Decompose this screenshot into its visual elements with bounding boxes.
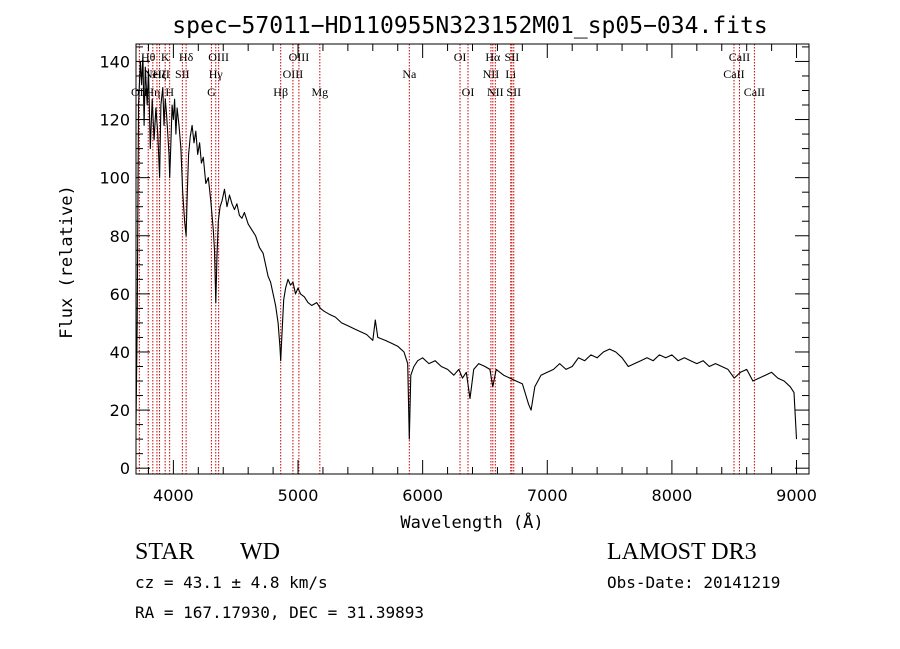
y-axis-label: Flux (relative) [57, 185, 77, 339]
plot-frame [135, 43, 810, 475]
line-marker-label: SII [505, 50, 520, 64]
y-tick-label: 60 [110, 285, 130, 304]
line-marker-label: OIII [283, 67, 304, 81]
x-tick-label: 5000 [278, 486, 319, 505]
line-marker-label: SII [506, 85, 521, 99]
y-tick-label: 80 [110, 227, 130, 246]
line-marker-label: CaII [744, 85, 765, 99]
y-tick-label: 0 [120, 459, 130, 478]
line-marker-label: OI [454, 50, 467, 64]
line-marker-label: OIII [208, 50, 229, 64]
x-tick-label: 6000 [402, 486, 443, 505]
line-marker-label: NeIII [144, 67, 170, 81]
line-markers [138, 44, 755, 474]
x-tick-label: 7000 [527, 486, 568, 505]
line-marker-label: Hδ [179, 50, 194, 64]
chart-title: spec−57011−HD110955N323152M01_sp05−034.f… [172, 13, 767, 39]
y-tick-label: 40 [110, 343, 130, 362]
object-subclass: WD [240, 539, 280, 565]
line-marker-label: Hβ [273, 85, 288, 99]
y-tick-label: 140 [99, 52, 130, 71]
line-marker-label: NII [487, 85, 504, 99]
flux-line [135, 55, 798, 440]
x-axis-label: Wavelength (Å) [400, 511, 543, 533]
line-marker-label: Hα [485, 50, 501, 64]
x-tick-label: 4000 [153, 486, 194, 505]
axis-ticks [136, 44, 809, 474]
y-tick-label: 120 [99, 111, 130, 130]
object-class: STAR [135, 539, 195, 565]
line-marker-label: CaII [723, 67, 744, 81]
y-tick-label: 20 [110, 401, 130, 420]
line-marker-label: CaII [729, 50, 750, 64]
x-tick-labels: 4000 5000 6000 7000 8000 9000 [153, 486, 817, 505]
line-marker-label: K [161, 50, 170, 64]
line-marker-label: Li [505, 67, 516, 81]
line-marker-label: H [165, 85, 174, 99]
line-marker-label: SII [175, 67, 190, 81]
y-tick-labels: 0 20 40 60 80 100 120 140 [99, 52, 130, 478]
line-marker-label: Hθ [141, 50, 156, 64]
line-marker-labels: OIIHθHηNeIIIHζKHSIIHδGHγOIIIHβOIIIOIIIMg… [131, 50, 765, 99]
y-tick-label: 100 [99, 169, 130, 188]
line-marker-label: OI [462, 85, 475, 99]
line-marker-label: Na [402, 67, 417, 81]
spectrum-series [135, 55, 798, 440]
redshift-cz: cz = 43.1 ± 4.8 km/s [135, 573, 328, 592]
line-marker-label: Mg [311, 85, 328, 99]
line-marker-label: Hζ [153, 67, 167, 81]
line-marker-label: OIII [289, 50, 310, 64]
line-marker-label: Hγ [209, 67, 224, 81]
line-marker-label: G [207, 85, 216, 99]
coordinates-radec: RA = 167.17930, DEC = 31.39893 [135, 603, 424, 622]
observation-date: Obs-Date: 20141219 [607, 573, 781, 592]
x-tick-label: 8000 [652, 486, 693, 505]
x-tick-label: 9000 [776, 486, 817, 505]
survey-name: LAMOST DR3 [607, 539, 757, 565]
line-marker-label: NII [483, 67, 500, 81]
